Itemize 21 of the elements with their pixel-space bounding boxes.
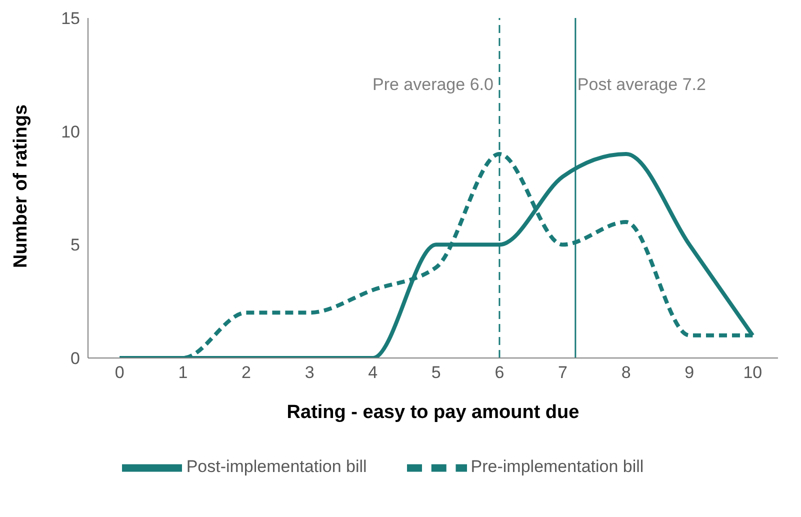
ref-line-label: Pre average 6.0 — [372, 75, 494, 94]
x-tick-label: 5 — [431, 363, 441, 382]
x-tick-label: 1 — [178, 363, 188, 382]
x-tick-label: 0 — [114, 363, 124, 382]
legend-label: Post-implementation bill — [186, 457, 367, 476]
y-tick-label: 5 — [70, 236, 80, 255]
x-tick-label: 2 — [242, 363, 251, 382]
y-axis-title: Number of ratings — [10, 104, 32, 268]
x-tick-label: 8 — [621, 363, 631, 382]
y-tick-label: 15 — [61, 9, 80, 28]
y-tick-label: 10 — [61, 122, 80, 142]
x-tick-label: 6 — [494, 363, 504, 382]
x-tick-label: 3 — [304, 363, 314, 382]
x-axis-title: Rating - easy to pay amount due — [286, 402, 580, 423]
x-tick-label: 10 — [743, 363, 762, 382]
x-tick-label: 4 — [368, 363, 378, 382]
y-tick-label: 0 — [70, 349, 80, 368]
x-tick-label: 9 — [684, 363, 694, 382]
x-tick-label: 7 — [558, 363, 568, 382]
legend-label: Pre-implementation bill — [470, 457, 644, 476]
ref-line-label: Post average 7.2 — [577, 75, 706, 94]
